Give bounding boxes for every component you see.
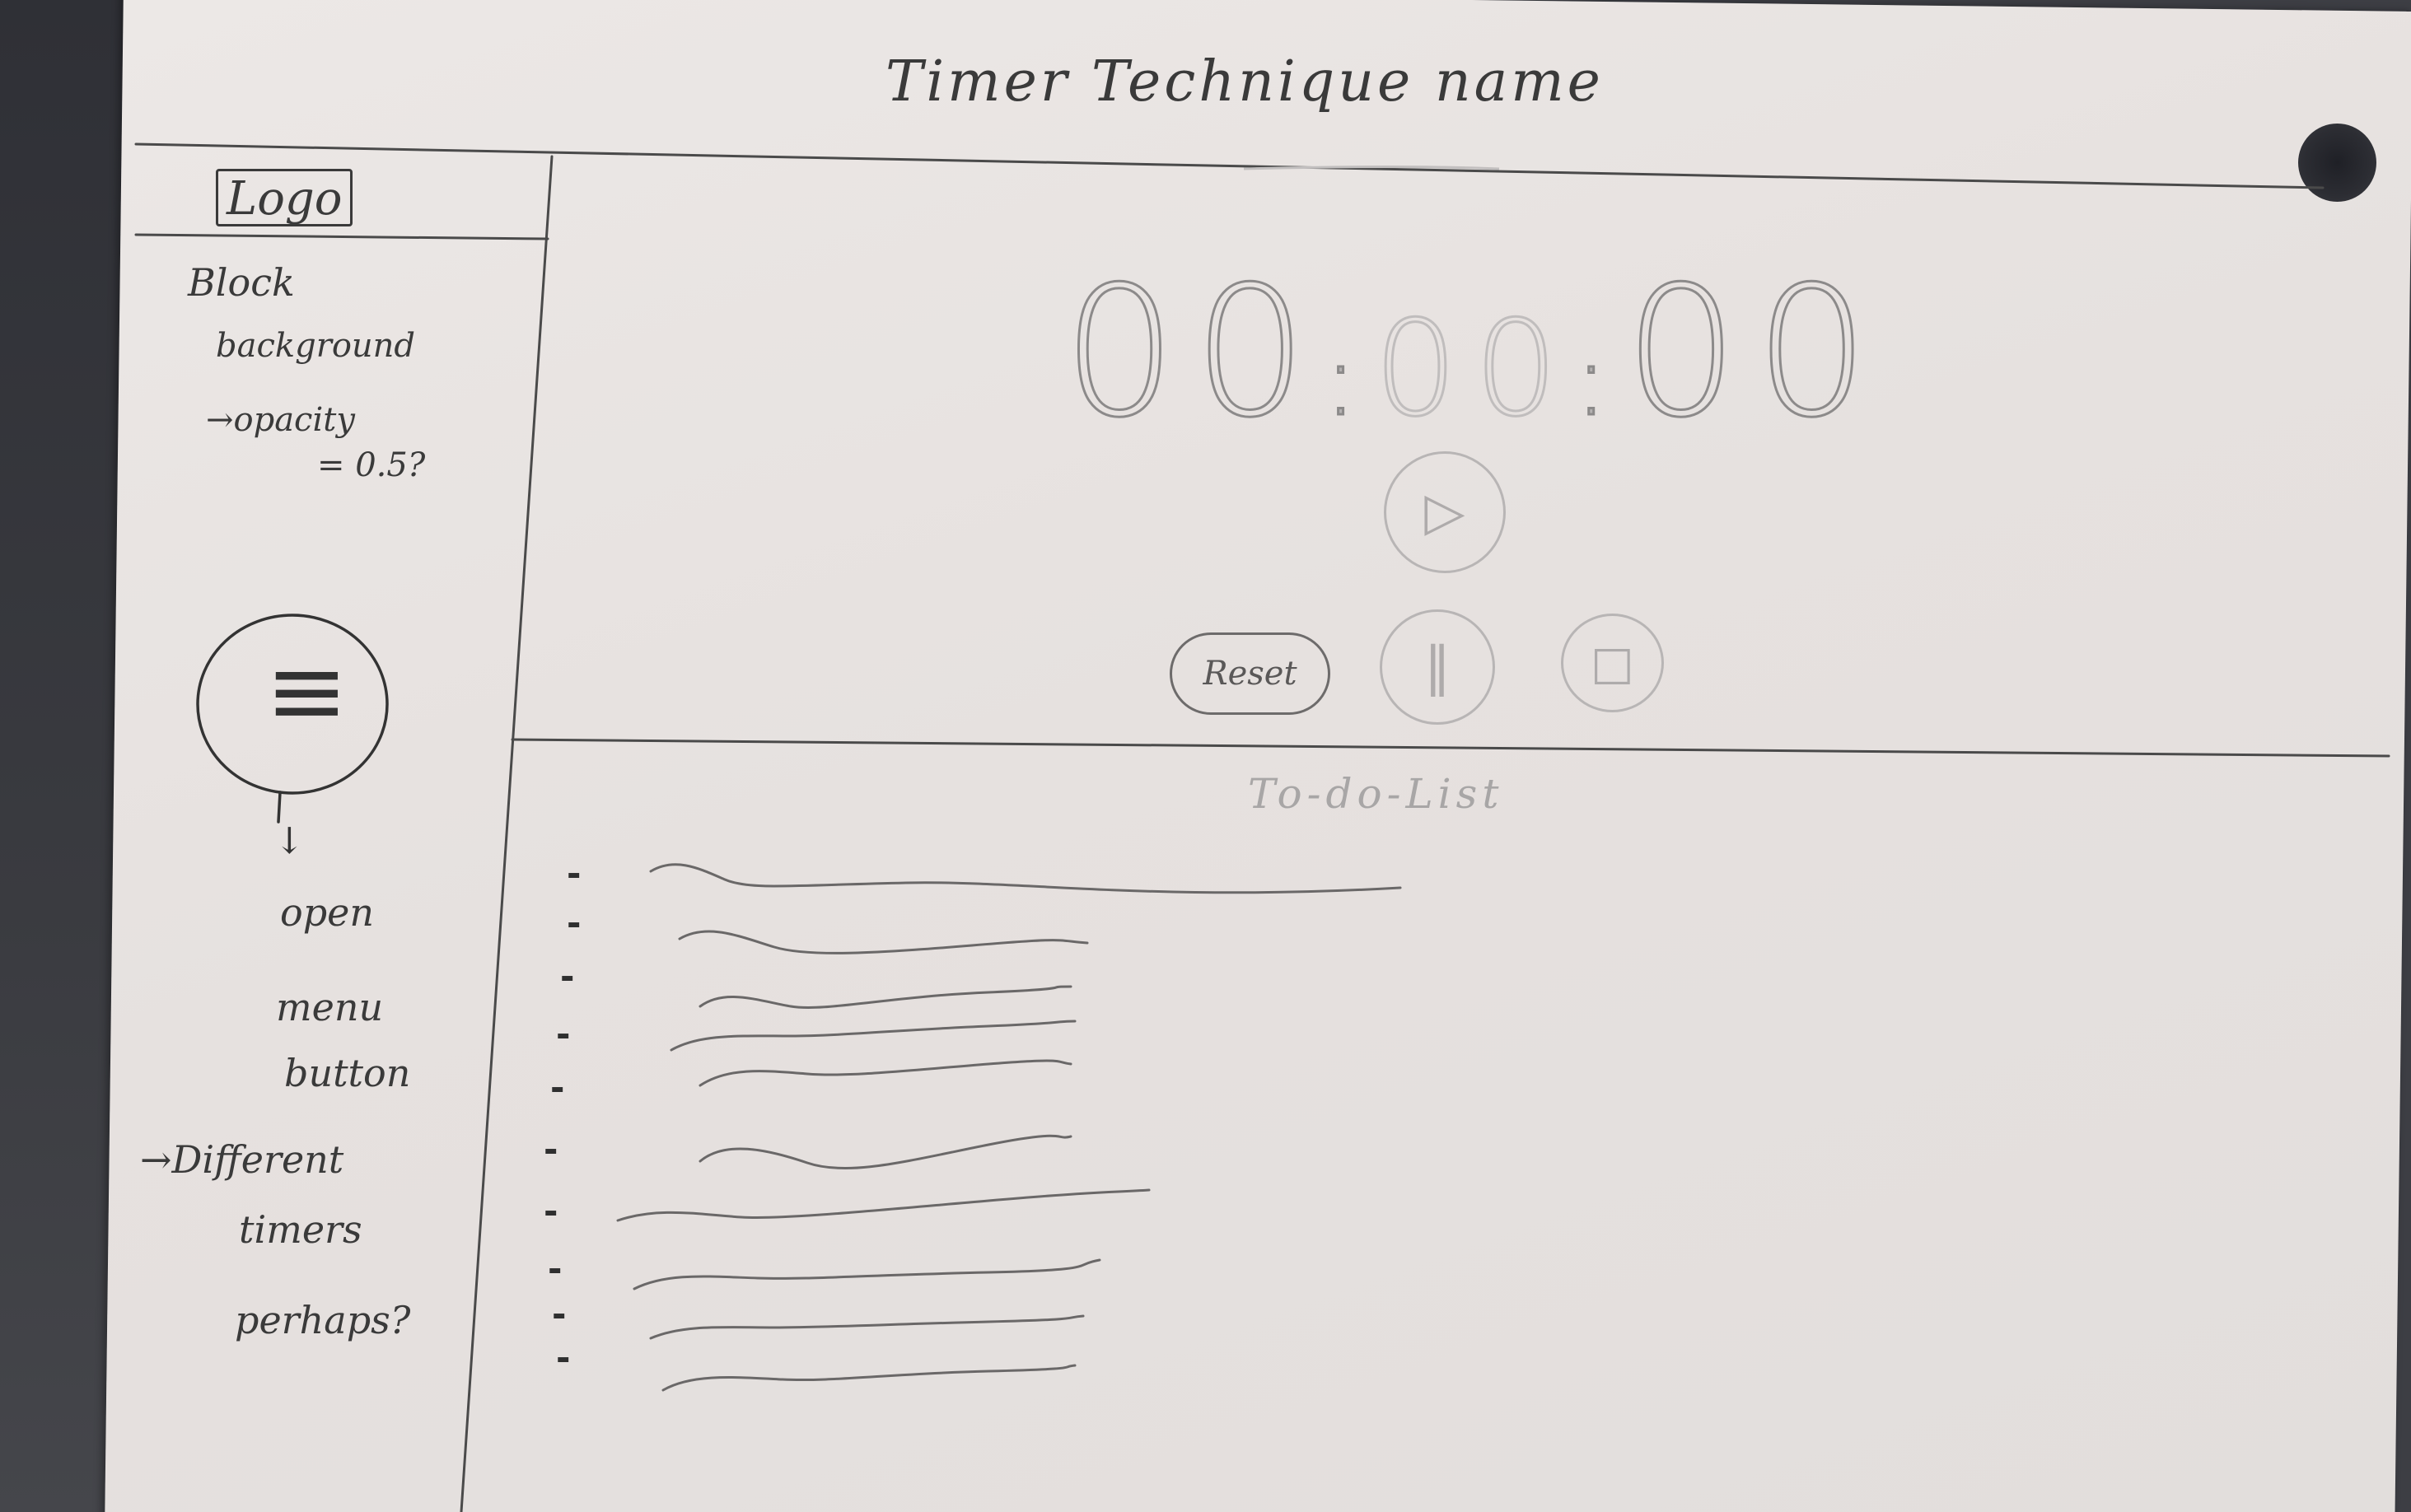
- todo-title: To-do-List: [1248, 770, 1504, 818]
- todo-bullet: -: [544, 1129, 558, 1169]
- todo-line: [616, 1188, 1151, 1222]
- todo-line: [633, 1258, 1101, 1290]
- reset-label: Reset: [1203, 655, 1297, 693]
- pause-icon: ‖: [1424, 637, 1451, 698]
- timer-display: 00:00:00: [1061, 262, 1885, 446]
- menu-circle: [196, 614, 389, 795]
- todo-bullet: -: [544, 1191, 558, 1231]
- arrow-down-icon: ↓: [274, 820, 305, 862]
- todo-line: [670, 1020, 1077, 1052]
- todo-line: [661, 1364, 1077, 1392]
- logo[interactable]: Logo: [216, 169, 353, 226]
- sidebar-note-text: perhaps?: [235, 1298, 411, 1342]
- timer-hours: 00: [1061, 249, 1325, 457]
- play-button[interactable]: ▷: [1384, 451, 1506, 573]
- menu-icon[interactable]: ≡: [265, 634, 348, 749]
- page-title: Timer Technique name: [885, 49, 1604, 114]
- todo-line: [649, 1314, 1085, 1340]
- timer-separator: :: [1323, 324, 1374, 438]
- todo-bullet: -: [556, 1337, 571, 1378]
- todo-line: [678, 930, 1089, 954]
- sidebar-note-text: background: [216, 327, 416, 365]
- stop-icon: □: [1591, 636, 1634, 690]
- pause-button[interactable]: ‖: [1380, 609, 1495, 725]
- todo-bullet: -: [550, 1067, 565, 1108]
- timer-todo-divider: [511, 738, 2390, 758]
- header-divider: [134, 142, 2325, 189]
- sidebar-note-text: →Different: [140, 1137, 344, 1182]
- todo-bullet: -: [567, 853, 582, 894]
- todo-line: [699, 985, 1072, 1009]
- stop-button[interactable]: □: [1561, 614, 1664, 712]
- sidebar-divider: [460, 155, 554, 1512]
- todo-bullet: -: [560, 956, 575, 996]
- timer-seconds: 00: [1623, 249, 1886, 457]
- sidebar-note-text: →opacity: [206, 401, 355, 439]
- todo-line: [699, 1059, 1072, 1087]
- sidebar-note-text: Block: [188, 260, 295, 305]
- sidebar-logo-divider: [134, 233, 549, 240]
- todo-bullet: -: [556, 1014, 571, 1054]
- timer-separator: :: [1573, 324, 1624, 438]
- todo-line: [699, 1134, 1072, 1170]
- todo-bullet: -: [552, 1294, 567, 1334]
- sidebar-note-text: button: [284, 1051, 411, 1095]
- todo-bullet: -: [567, 903, 582, 943]
- todo-line: [649, 863, 1402, 894]
- sidebar-note-text: timers: [239, 1207, 362, 1252]
- todo-bullet: -: [548, 1248, 563, 1289]
- timer-minutes: 00: [1372, 292, 1575, 446]
- sidebar-note-text: = 0.5?: [317, 446, 426, 484]
- title-underline: [1243, 166, 1500, 170]
- sidebar-note-text: open: [280, 890, 374, 935]
- play-icon: ▷: [1424, 482, 1465, 543]
- sidebar-note-text: menu: [276, 985, 384, 1029]
- reset-button[interactable]: Reset: [1170, 632, 1330, 715]
